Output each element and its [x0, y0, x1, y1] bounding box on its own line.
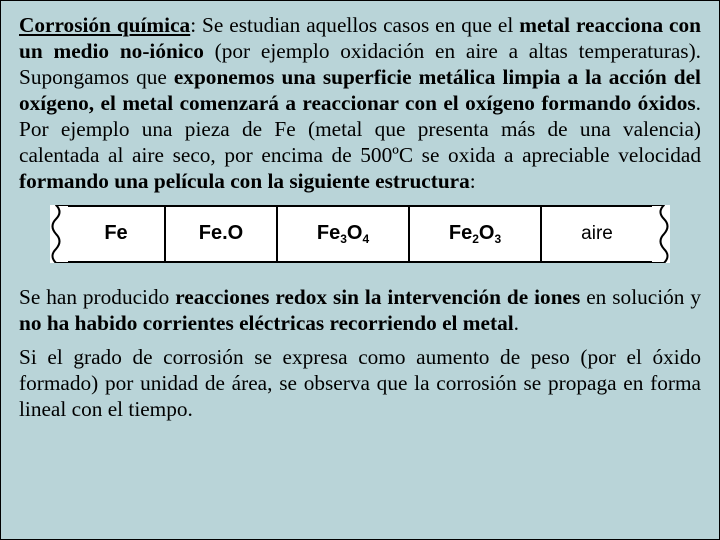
- cell-label: aire: [581, 223, 613, 245]
- cell-sub: 3: [340, 232, 347, 246]
- wave-left-icon: [50, 205, 68, 263]
- p1-r7: formando una película con la siguiente e…: [19, 169, 470, 193]
- layer-cell-fe2o3: Fe2O3: [410, 205, 540, 263]
- layer-cell-fe: Fe: [68, 205, 164, 263]
- p2-r4: no ha habido corrientes eléctricas recor…: [19, 311, 514, 335]
- wave-right-icon: [652, 205, 670, 263]
- paragraph-1: Corrosión química: Se estudian aquellos …: [19, 13, 701, 195]
- p1-r8: :: [470, 169, 476, 193]
- p2-r2: reacciones redox sin la intervención de …: [175, 285, 580, 309]
- slide: Corrosión química: Se estudian aquellos …: [0, 0, 720, 540]
- cell-label: Fe: [104, 222, 127, 245]
- p2-r3: en solución y: [580, 285, 701, 309]
- cell-label: Fe.O: [199, 222, 243, 245]
- cell-label-part: O: [347, 222, 363, 245]
- paragraph-3: Si el grado de corrosión se expresa como…: [19, 345, 701, 423]
- cell-label-part: O: [479, 222, 495, 245]
- p1-title: Corrosión química: [19, 13, 190, 37]
- layer-cell-aire: aire: [542, 205, 652, 263]
- diagram-row: Fe Fe.O Fe3O4 Fe2O3 aire: [50, 205, 670, 263]
- cell-sub: 4: [362, 232, 369, 246]
- cell-sub: 3: [494, 232, 501, 246]
- p2-r5: .: [514, 311, 519, 335]
- cell-label-part: Fe: [317, 222, 340, 245]
- p2-r1: Se han producido: [19, 285, 175, 309]
- p1-r2: : Se estudian aquellos casos en que el: [190, 13, 519, 37]
- paragraph-2: Se han producido reacciones redox sin la…: [19, 285, 701, 337]
- cell-sub: 2: [472, 232, 479, 246]
- layer-cell-fe3o4: Fe3O4: [278, 205, 408, 263]
- oxide-layer-diagram: Fe Fe.O Fe3O4 Fe2O3 aire: [19, 205, 701, 263]
- layer-cell-feo: Fe.O: [166, 205, 276, 263]
- cell-label-part: Fe: [449, 222, 472, 245]
